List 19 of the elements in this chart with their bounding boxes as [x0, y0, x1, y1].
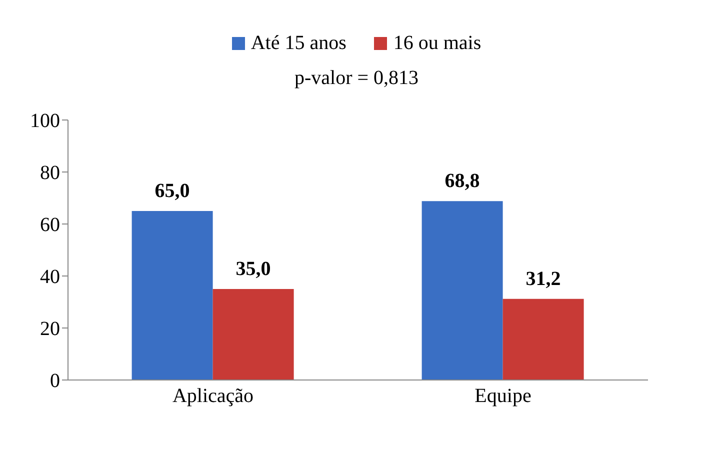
- y-tick-label: 40: [40, 266, 60, 288]
- bar: [132, 211, 213, 380]
- x-tick-label: Equipe: [474, 385, 532, 408]
- y-tick-label: 80: [40, 162, 60, 184]
- bar: [212, 289, 294, 380]
- legend-label: 16 ou mais: [393, 32, 482, 55]
- text: p-valor = 0,813: [293, 67, 420, 90]
- bar: [502, 298, 584, 380]
- data-label: 68,8: [444, 170, 480, 192]
- data-label: 35,0: [236, 258, 271, 280]
- y-tick-label: 100: [30, 110, 60, 132]
- data-label: 31,2: [526, 268, 561, 290]
- y-tick-label: 0: [50, 370, 60, 392]
- y-tick-label: 60: [40, 214, 60, 236]
- y-tick-label: 20: [40, 318, 60, 340]
- data-label: 65,0: [154, 180, 190, 202]
- bar: [422, 201, 503, 380]
- legend-label: Até 15 anos: [250, 32, 346, 55]
- x-tick-label: Aplicação: [172, 385, 254, 408]
